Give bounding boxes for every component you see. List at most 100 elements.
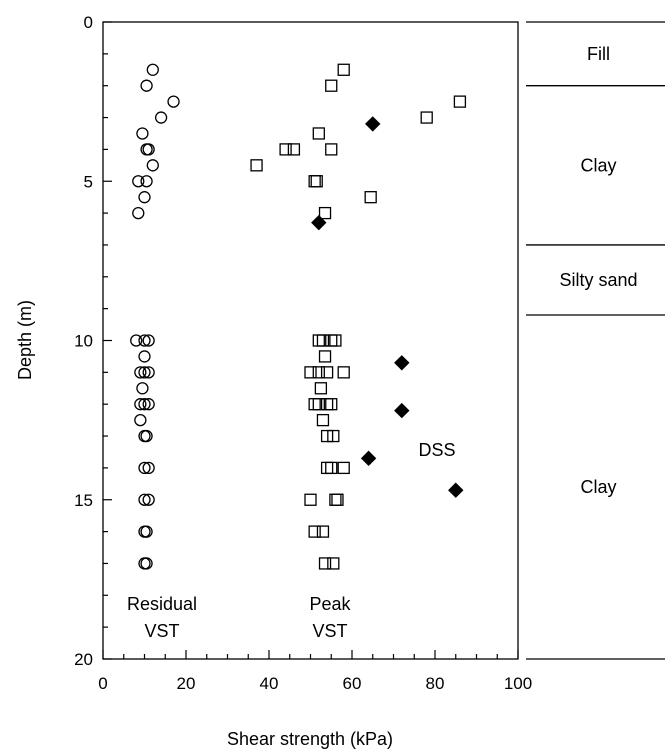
residual-vst-point	[146, 63, 159, 76]
peak-vst-point	[325, 143, 338, 156]
dss-point	[394, 355, 410, 371]
series-square-open	[250, 63, 467, 570]
residual-vst-point	[134, 413, 147, 427]
peak-vst-point	[279, 143, 292, 156]
peak-vst-point	[453, 95, 467, 108]
residual-vst-point	[142, 493, 155, 506]
peak-vst-point	[318, 350, 332, 363]
peak-vst-point	[327, 557, 340, 570]
x-tick-label: 20	[177, 674, 196, 693]
y-tick-label: 10	[74, 332, 93, 351]
residual-vst-point	[138, 350, 151, 363]
annotation-residual: Residual	[127, 594, 197, 614]
residual-vst-point	[142, 143, 155, 156]
dss-point	[365, 116, 381, 132]
peak-vst-point	[312, 127, 325, 140]
residual-vst-point	[134, 398, 147, 411]
y-tick-label: 0	[84, 13, 93, 32]
peak-vst-point	[308, 398, 321, 411]
peak-vst-point	[320, 461, 334, 475]
dss-point	[394, 402, 410, 419]
residual-vst-point	[140, 175, 153, 188]
x-tick-label: 0	[98, 674, 107, 693]
residual-vst-point	[132, 206, 145, 220]
x-tick-label: 100	[504, 674, 532, 693]
annotation-dss: DSS	[418, 440, 455, 460]
dss-point	[360, 450, 377, 467]
peak-vst-point	[329, 334, 342, 347]
annotation-peak-vst: VST	[312, 621, 347, 641]
peak-vst-point	[287, 143, 301, 156]
annotation-residual-vst: VST	[144, 621, 179, 641]
peak-vst-point	[304, 493, 317, 506]
peak-vst-point	[320, 429, 334, 443]
peak-vst-point	[325, 334, 338, 347]
peak-vst-point	[318, 206, 332, 220]
residual-vst-point	[140, 525, 153, 538]
peak-vst-point	[337, 461, 350, 475]
residual-vst-point	[134, 366, 147, 379]
residual-vst-point	[138, 334, 151, 347]
residual-vst-point	[136, 382, 149, 395]
x-tick-label: 40	[260, 674, 279, 693]
residual-vst-point	[140, 429, 153, 443]
residual-vst-point	[146, 159, 159, 172]
peak-vst-point	[316, 525, 330, 538]
peak-vst-point	[312, 334, 325, 347]
data-marks	[130, 63, 467, 570]
residual-vst-point	[138, 191, 151, 204]
residual-vst-point	[142, 334, 155, 347]
plot-frame	[102, 21, 519, 660]
residual-vst-point	[142, 398, 155, 411]
residual-vst-point	[167, 95, 180, 108]
peak-vst-point	[316, 413, 330, 427]
x-axis-ticks: 0 20 40 60 80 100	[98, 650, 532, 693]
soil-layer-label: Clay	[580, 477, 616, 497]
peak-vst-point	[310, 175, 323, 188]
residual-vst-point	[140, 557, 153, 570]
peak-vst-point	[325, 461, 338, 475]
peak-vst-point	[250, 159, 263, 172]
peak-vst-point	[320, 398, 334, 411]
peak-vst-point	[327, 429, 340, 443]
peak-vst-point	[337, 63, 350, 76]
peak-vst-point	[325, 79, 338, 92]
residual-vst-point	[142, 366, 155, 379]
peak-vst-point	[325, 398, 338, 411]
peak-vst-point	[312, 398, 325, 411]
dss-point	[448, 482, 464, 498]
y-axis-title: Depth (m)	[15, 300, 35, 380]
peak-vst-point	[312, 366, 325, 379]
y-tick-label: 5	[84, 172, 93, 191]
y-tick-label: 20	[74, 650, 93, 669]
residual-vst-point	[140, 79, 153, 92]
peak-vst-point	[337, 366, 350, 379]
soil-layer-label: Silty sand	[559, 270, 637, 290]
residual-vst-point	[138, 493, 151, 506]
peak-vst-point	[316, 334, 330, 347]
peak-vst-point	[331, 493, 344, 506]
peak-vst-point	[308, 525, 321, 538]
residual-vst-point	[154, 111, 168, 124]
peak-vst-point	[364, 191, 377, 204]
y-tick-label: 15	[74, 491, 93, 510]
soil-layer-label: Clay	[580, 155, 616, 175]
peak-vst-point	[420, 111, 433, 124]
peak-vst-point	[304, 366, 317, 379]
series-diamond-filled	[311, 116, 464, 498]
soil-layer-label: Fill	[587, 44, 610, 64]
peak-vst-point	[318, 557, 332, 570]
peak-vst-point	[314, 382, 328, 395]
dss-point	[311, 214, 327, 231]
annotation-peak: Peak	[309, 594, 351, 614]
series-circle-open	[130, 63, 180, 570]
residual-vst-point	[130, 334, 143, 347]
residual-vst-point	[138, 398, 151, 411]
residual-vst-point	[142, 461, 155, 475]
x-axis-title: Shear strength (kPa)	[227, 729, 393, 749]
peak-vst-point	[320, 366, 334, 379]
x-tick-label: 80	[426, 674, 445, 693]
residual-vst-point	[136, 127, 149, 140]
